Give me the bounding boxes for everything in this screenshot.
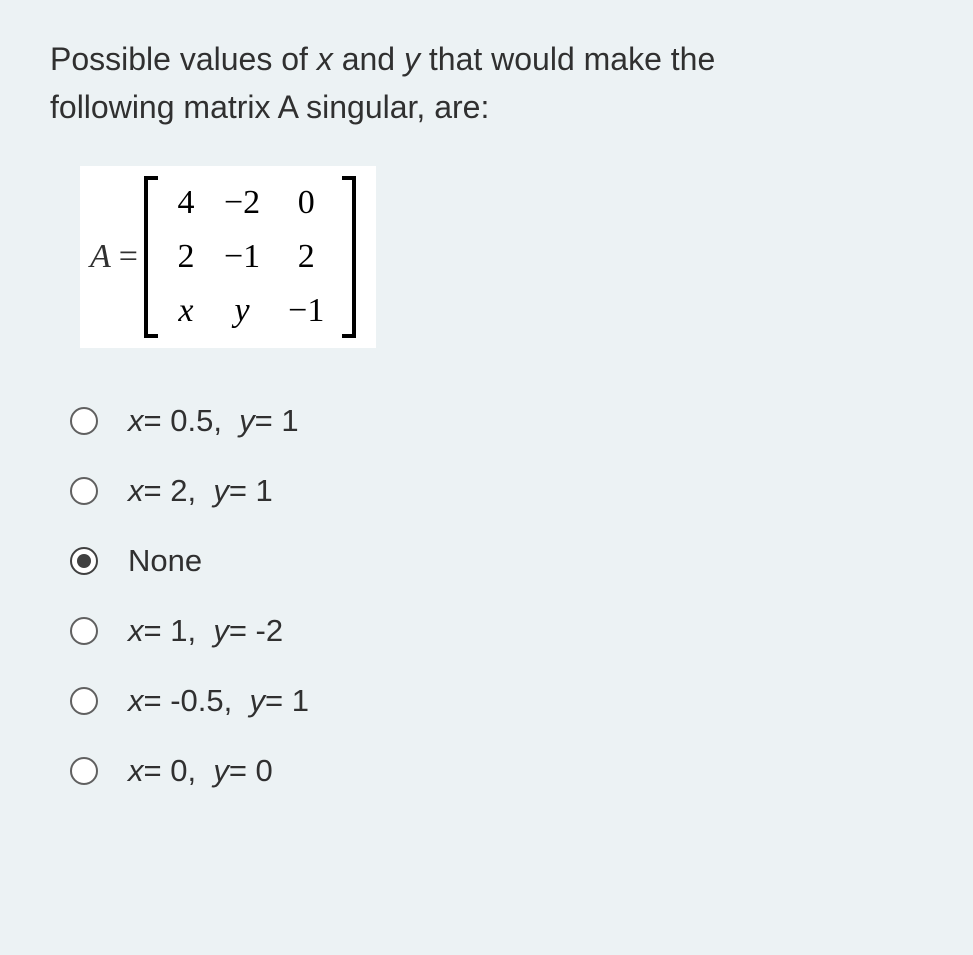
matrix-label: A [90, 238, 111, 276]
q-mid: and [333, 41, 404, 77]
radio-button[interactable] [70, 617, 98, 645]
radio-button[interactable] [70, 477, 98, 505]
matrix-block: A = 4 −2 0 2 −1 2 x [80, 166, 376, 348]
matrix-cell: −1 [274, 284, 338, 338]
matrix-bracket: 4 −2 0 2 −1 2 x y −1 [144, 176, 356, 338]
matrix-cell: y [210, 284, 274, 338]
bracket-tick [342, 334, 356, 338]
q-pre: Possible values of [50, 41, 317, 77]
q-var-y: y [404, 41, 420, 77]
q-var-x: x [317, 41, 333, 77]
radio-button[interactable] [70, 757, 98, 785]
matrix-cell: 2 [274, 230, 338, 284]
matrix-table: 4 −2 0 2 −1 2 x y −1 [162, 176, 338, 338]
matrix-row: 2 −1 2 [162, 230, 338, 284]
option-item[interactable]: x= 0.5, y= 1 [70, 403, 923, 439]
bracket-right [352, 176, 356, 338]
matrix-cell: 2 [162, 230, 210, 284]
matrix-equals: = [119, 238, 138, 276]
option-item[interactable]: x= -0.5, y= 1 [70, 683, 923, 719]
option-label: None [128, 543, 202, 579]
matrix-cell: 4 [162, 176, 210, 230]
matrix-cell: 0 [274, 176, 338, 230]
bracket-tick [144, 334, 158, 338]
option-label: x= -0.5, y= 1 [128, 683, 309, 719]
option-item[interactable]: None [70, 543, 923, 579]
matrix-cell: −1 [210, 230, 274, 284]
bracket-tick [144, 176, 158, 180]
bracket-tick [342, 176, 356, 180]
matrix-cell: x [162, 284, 210, 338]
options-list: x= 0.5, y= 1 x= 2, y= 1 None x= 1, y= -2… [70, 403, 923, 789]
matrix-cell: −2 [210, 176, 274, 230]
bracket-left [144, 176, 148, 338]
radio-button[interactable] [70, 687, 98, 715]
option-item[interactable]: x= 2, y= 1 [70, 473, 923, 509]
q-line2: following matrix A singular, are: [50, 89, 489, 125]
option-label: x= 0, y= 0 [128, 753, 273, 789]
question-text: Possible values of x and y that would ma… [50, 35, 923, 131]
q-post: that would make the [420, 41, 715, 77]
radio-button[interactable] [70, 547, 98, 575]
option-label: x= 2, y= 1 [128, 473, 273, 509]
matrix-row: 4 −2 0 [162, 176, 338, 230]
option-item[interactable]: x= 0, y= 0 [70, 753, 923, 789]
option-label: x= 1, y= -2 [128, 613, 283, 649]
option-label: x= 0.5, y= 1 [128, 403, 299, 439]
radio-button[interactable] [70, 407, 98, 435]
option-item[interactable]: x= 1, y= -2 [70, 613, 923, 649]
matrix-wrap: A = 4 −2 0 2 −1 2 x [90, 176, 356, 338]
matrix-row: x y −1 [162, 284, 338, 338]
